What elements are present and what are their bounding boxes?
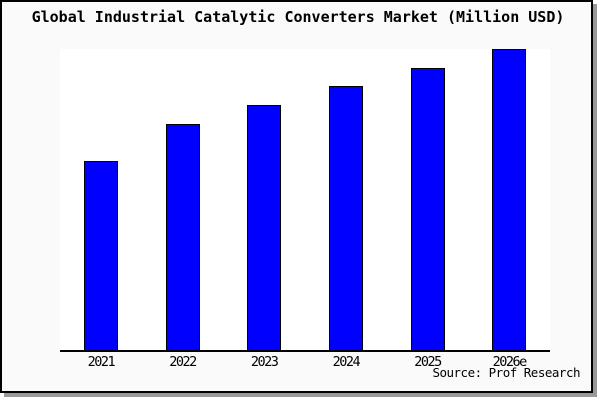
chart-title: Global Industrial Catalytic Converters M… (31, 8, 565, 26)
x-axis-label-2023: 2023 (250, 354, 279, 370)
x-axis-label-2026e: 2026e (492, 354, 528, 370)
x-axis-labels: 2021 2022 2023 2024 2025 2026e (60, 354, 550, 370)
source-credit: Source: Prof Research (432, 365, 580, 380)
bar-2021 (84, 161, 118, 350)
bar-2026e (492, 49, 526, 350)
bar-2025 (411, 68, 445, 350)
plot-area (60, 49, 550, 352)
x-axis-label-2021: 2021 (87, 354, 116, 370)
bar-2023 (247, 105, 281, 350)
x-axis-label-2024: 2024 (332, 354, 361, 370)
x-axis-label-2025: 2025 (414, 354, 442, 370)
bar-2024 (329, 86, 363, 350)
bar-2022 (166, 124, 200, 350)
x-axis-label-2022: 2022 (169, 354, 197, 370)
